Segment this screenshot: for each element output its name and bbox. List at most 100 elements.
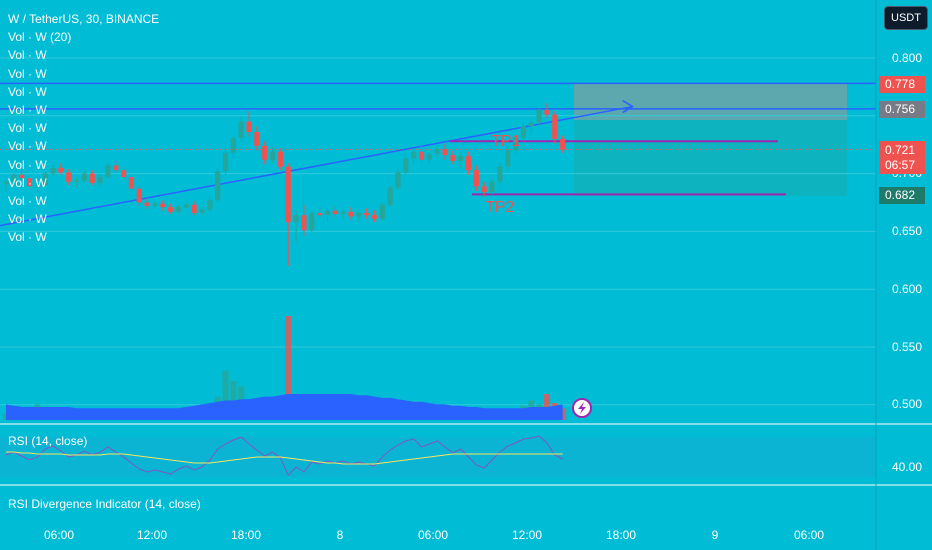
divergence-title[interactable]: RSI Divergence Indicator (14, close) [8, 497, 201, 511]
candle-body [191, 204, 197, 213]
candle-body [411, 151, 417, 159]
price-tick: 0.600 [891, 282, 922, 296]
candle-body [544, 110, 550, 115]
candle-body [497, 166, 503, 182]
main-pane-background [0, 0, 876, 424]
time-tick: 06:00 [793, 528, 825, 542]
candle-body [356, 212, 362, 217]
candle-body [301, 215, 307, 231]
candle-body [3, 181, 9, 185]
candle-body [175, 207, 182, 212]
candle-body [317, 212, 323, 216]
indicator-label[interactable]: Vol · W [8, 157, 47, 172]
candle-body [66, 172, 72, 182]
currency-button[interactable]: USDT [884, 6, 928, 30]
current-price-label: 0.721 06:57 [879, 141, 925, 174]
indicator-label[interactable]: Vol · W [8, 121, 47, 136]
candle-body [58, 167, 64, 173]
candle-body [89, 173, 95, 183]
candle-body [387, 187, 393, 205]
candle-body [160, 203, 166, 208]
candle-body [121, 170, 127, 178]
candle-body [442, 149, 448, 156]
candle-body [50, 167, 56, 174]
indicator-label[interactable]: Vol · W [8, 103, 47, 118]
indicator-label[interactable]: Vol · W [8, 230, 47, 245]
candle-body [536, 110, 542, 123]
candle-body [520, 126, 527, 138]
upper-level-label: 0.778 [879, 76, 925, 93]
indicator-label[interactable]: Vol · W [8, 66, 47, 81]
rsi-pane-background [0, 425, 876, 484]
candle-body [403, 158, 409, 173]
candle-body [230, 137, 236, 153]
indicator-label[interactable]: Vol · W [8, 84, 47, 99]
candle-body [505, 150, 511, 167]
candle-body [285, 166, 291, 223]
candle-body [246, 121, 252, 132]
price-tick: 0.550 [891, 340, 922, 354]
candle-body [560, 138, 566, 150]
candle-body [73, 180, 80, 182]
candle-body [19, 174, 25, 179]
candle-body [262, 145, 268, 160]
indicator-label[interactable]: Vol · W [8, 48, 47, 63]
rsi-title[interactable]: RSI (14, close) [8, 434, 88, 448]
candle-body [309, 212, 315, 231]
candle-body [42, 173, 48, 186]
bar-countdown: 06:57 [885, 158, 916, 172]
tp1-label[interactable]: TP1 [491, 133, 521, 150]
lightning-icon[interactable] [572, 398, 592, 418]
entry-level-label: 0.756 [879, 101, 925, 118]
candle-body [371, 215, 378, 219]
rsi-line [5, 435, 563, 476]
rsi-band [0, 437, 876, 477]
price-tick: 0.800 [891, 51, 922, 65]
candle-body [152, 203, 158, 206]
level-lines [0, 82, 876, 227]
candle-body [269, 151, 276, 160]
volume-bar [222, 370, 229, 420]
position-stop-zone [574, 84, 847, 120]
time-tick: 06:00 [43, 528, 75, 542]
price-grid [0, 57, 876, 406]
candles [3, 103, 566, 267]
time-tick: 06:00 [417, 528, 449, 542]
candle-body [97, 177, 103, 183]
rsi-lines [0, 435, 876, 477]
candle-body [81, 173, 87, 181]
lower-level-label: 0.682 [879, 187, 925, 204]
time-tick: 18:00 [230, 528, 262, 542]
candle-body [513, 137, 519, 151]
volume-ma-area [6, 394, 563, 420]
volume-bar [285, 316, 292, 420]
indicator-label[interactable]: Vol · W [8, 175, 47, 190]
indicator-label[interactable]: Vol · W [8, 212, 47, 227]
indicator-label[interactable]: Vol · W (20) [8, 30, 72, 45]
candle-body [183, 204, 189, 208]
candle-body [450, 155, 456, 161]
trend-line [0, 105, 633, 227]
candle-body [136, 188, 142, 203]
tp2-label[interactable]: TP2 [485, 199, 515, 216]
candle-body [105, 165, 111, 178]
candle-body [489, 181, 495, 193]
chart-legend: W / TetherUS, 30, BINANCE Vol · W (20) V… [8, 10, 159, 247]
candle-body [34, 185, 40, 187]
candle-body [379, 204, 385, 219]
candle-body [473, 170, 479, 187]
candle-body [340, 211, 346, 215]
time-tick: 18:00 [605, 528, 637, 542]
indicator-label[interactable]: Vol · W [8, 139, 47, 154]
candle-body [128, 177, 135, 189]
indicator-label[interactable]: Vol · W [8, 194, 47, 209]
candle-body [324, 210, 331, 216]
candle-body [199, 209, 205, 213]
candle-body [238, 121, 244, 138]
time-tick: 12:00 [136, 528, 168, 542]
candle-body [426, 153, 432, 160]
symbol-title[interactable]: W / TetherUS, 30, BINANCE [8, 12, 160, 26]
candle-body [254, 131, 260, 146]
candle-body [144, 202, 150, 206]
